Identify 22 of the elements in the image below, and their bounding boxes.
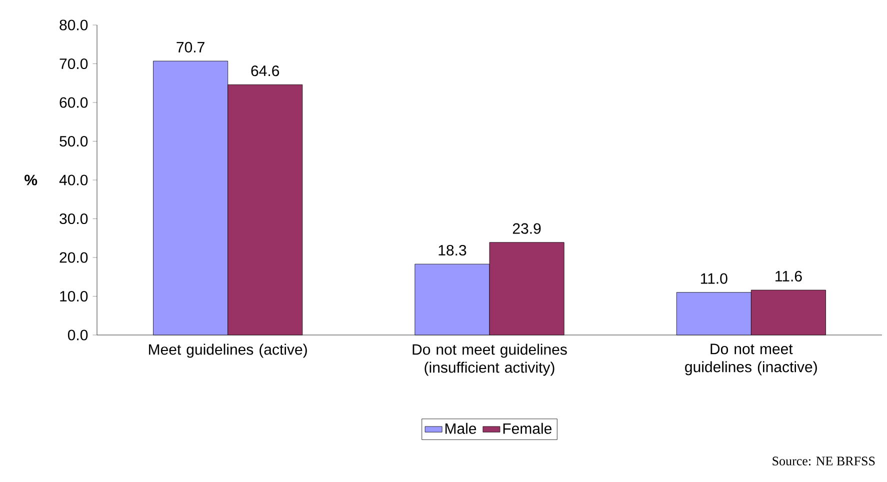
y-tick-label: 20.0 [60,252,88,263]
legend-label: Male [445,422,476,434]
y-tick-label: 30.0 [60,213,88,224]
x-tick-label: Do not meet guidelines (insufficient activity) [412,344,567,376]
y-tick-label: 0.0 [68,330,88,340]
data-label: 18.3 [438,244,466,256]
y-tick-label: 80.0 [60,20,88,30]
source-note: Source: NE BRFSS [772,456,875,466]
y-tick-label: 70.0 [60,58,88,70]
x-tick-label: Do not meet guidelines (inactive) [685,344,817,376]
data-label: 70.7 [176,42,204,52]
data-label: 11.6 [776,270,802,282]
data-label: 11.0 [700,273,728,284]
legend-label: Female [503,422,552,434]
y-axis-title: % [24,174,38,186]
y-tick-label: 40.0 [59,174,88,186]
y-tick-label: 50.0 [60,136,88,147]
y-tick-label: 60.0 [60,97,88,108]
data-label: 23.9 [512,223,541,234]
x-tick-label: Meet guidelines (active) [149,344,307,358]
data-label: 64.6 [251,66,280,76]
y-tick-label: 10.0 [60,290,88,302]
